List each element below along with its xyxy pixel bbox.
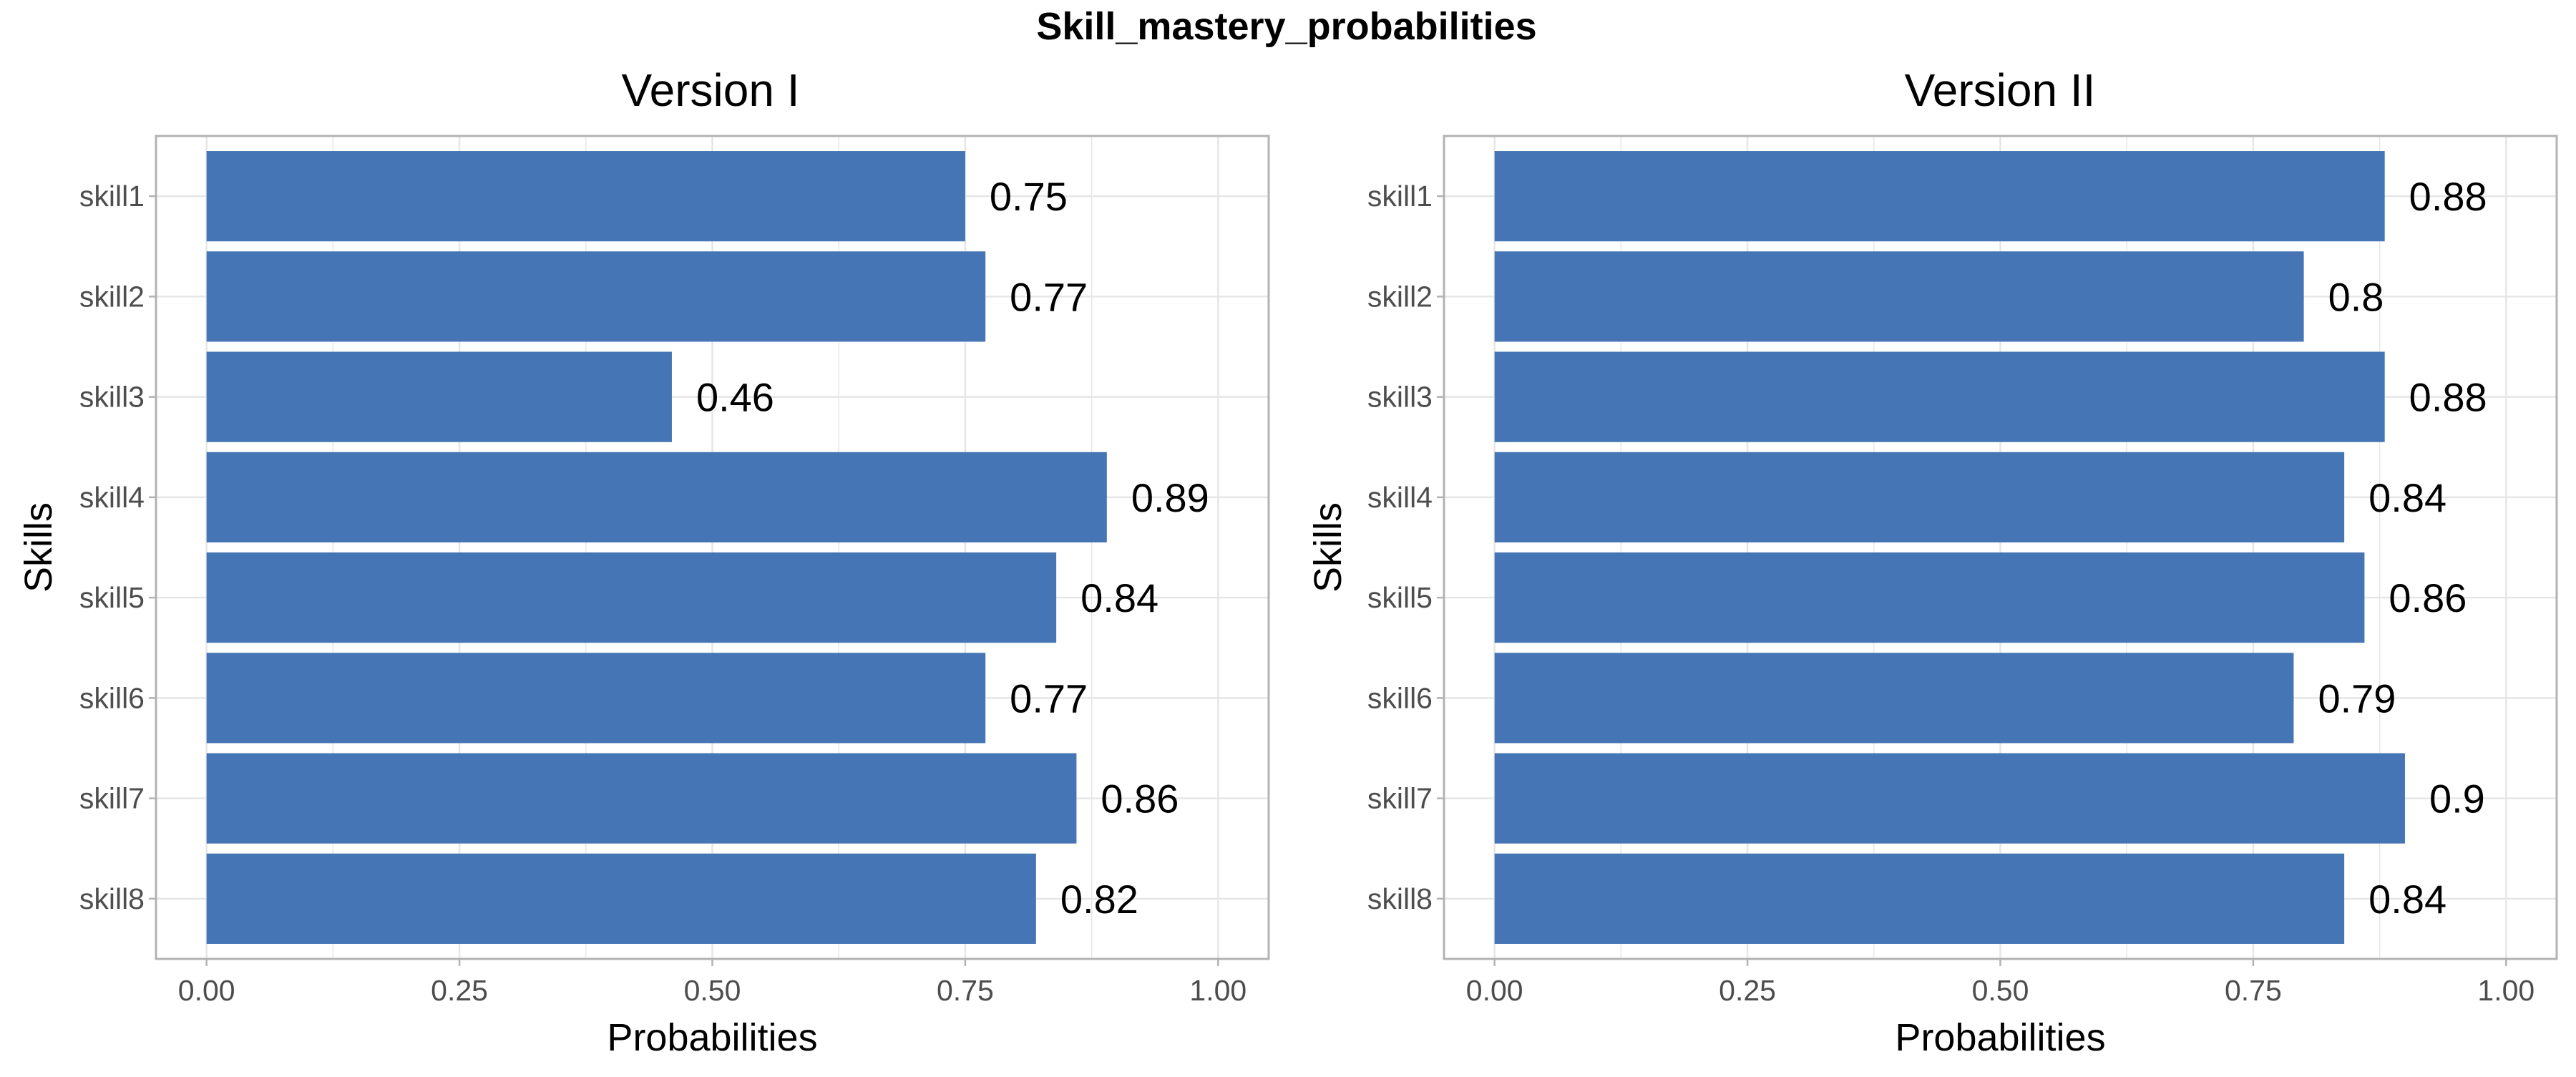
- value-label-skill4: 0.89: [1131, 475, 1209, 520]
- bar-skill1: [1494, 151, 2385, 242]
- y-tick-label-skill7: skill7: [79, 782, 145, 815]
- y-tick-label-skill7: skill7: [1367, 782, 1433, 815]
- value-label-skill3: 0.46: [696, 375, 774, 420]
- y-tick-label-skill8: skill8: [79, 882, 145, 915]
- value-label-skill7: 0.86: [1101, 776, 1179, 822]
- y-tick-label-skill2: skill2: [1367, 280, 1433, 313]
- x-tick-label: 0.50: [684, 974, 741, 1007]
- x-tick-label: 0.25: [1719, 974, 1776, 1007]
- value-label-skill4: 0.84: [2368, 475, 2446, 520]
- value-label-skill1: 0.75: [990, 174, 1068, 219]
- x-tick-label: 0.50: [1972, 974, 2029, 1007]
- bar-skill2: [206, 251, 986, 342]
- bar-skill8: [206, 853, 1036, 944]
- value-label-skill2: 0.8: [2328, 274, 2384, 319]
- bar-skill7: [206, 753, 1077, 844]
- value-label-skill8: 0.84: [2368, 877, 2446, 922]
- bar-skill7: [1494, 753, 2405, 844]
- figure-title: Skill_mastery_probabilities: [1036, 5, 1536, 48]
- y-tick-label-skill3: skill3: [1367, 381, 1433, 414]
- panel-1: 0.75 0.77 0.46 0.89 0.84 0.77 0.86 0.82 skill1 sk…: [17, 64, 1270, 1059]
- value-label-skill8: 0.82: [1060, 877, 1138, 922]
- y-tick-label-skill3: skill3: [79, 381, 145, 414]
- x-tick-label: 0.75: [2225, 974, 2282, 1007]
- panel-2: 0.88 0.8 0.88 0.84 0.86 0.79 0.9 0.84 skill1 skil…: [1307, 64, 2558, 1059]
- value-label-skill6: 0.79: [2318, 676, 2396, 721]
- y-tick-label-skill6: skill6: [1367, 681, 1433, 714]
- x-tick-label: 0.00: [1466, 974, 1523, 1007]
- panel-title: Version I: [621, 64, 799, 116]
- y-tick-label-skill5: skill5: [1367, 581, 1433, 614]
- value-label-skill5: 0.84: [1080, 575, 1158, 620]
- y-axis-title: Skills: [17, 502, 60, 593]
- panel-title: Version II: [1905, 64, 2096, 116]
- y-axis-title: Skills: [1307, 502, 1350, 593]
- value-label-skill7: 0.9: [2429, 776, 2485, 822]
- value-label-skill1: 0.88: [2409, 174, 2487, 219]
- value-label-skill2: 0.77: [1010, 274, 1088, 319]
- y-tick-label-skill2: skill2: [79, 280, 145, 313]
- bar-skill8: [1494, 853, 2345, 944]
- y-tick-label-skill5: skill5: [79, 581, 145, 614]
- y-tick-label-skill6: skill6: [79, 681, 145, 714]
- bar-skill5: [206, 552, 1057, 643]
- x-axis-title: Probabilities: [607, 1016, 817, 1059]
- y-tick-label-skill1: skill1: [79, 180, 145, 213]
- x-tick-label: 0.00: [178, 974, 235, 1007]
- x-tick-label: 0.75: [937, 974, 994, 1007]
- value-label-skill5: 0.86: [2389, 575, 2467, 620]
- bar-skill4: [1494, 452, 2345, 542]
- x-tick-label: 1.00: [1189, 974, 1246, 1007]
- x-axis-title: Probabilities: [1895, 1016, 2105, 1059]
- x-tick-label: 0.25: [431, 974, 488, 1007]
- bar-skill1: [206, 151, 965, 242]
- bar-skill3: [1494, 351, 2385, 442]
- value-label-skill3: 0.88: [2409, 375, 2487, 420]
- bar-skill4: [206, 452, 1107, 542]
- bar-skill5: [1494, 552, 2365, 643]
- bar-skill6: [206, 653, 986, 744]
- bar-skill3: [206, 351, 672, 442]
- y-tick-label-skill8: skill8: [1367, 882, 1433, 915]
- bar-skill6: [1494, 653, 2294, 744]
- bar-skill2: [1494, 251, 2304, 342]
- y-tick-label-skill4: skill4: [79, 481, 145, 514]
- value-label-skill6: 0.77: [1010, 676, 1088, 721]
- panels: 0.75 0.77 0.46 0.89 0.84 0.77 0.86 0.82 skill1 sk…: [17, 64, 2558, 1059]
- y-tick-label-skill4: skill4: [1367, 481, 1433, 514]
- x-tick-label: 1.00: [2477, 974, 2534, 1007]
- y-tick-label-skill1: skill1: [1367, 180, 1433, 213]
